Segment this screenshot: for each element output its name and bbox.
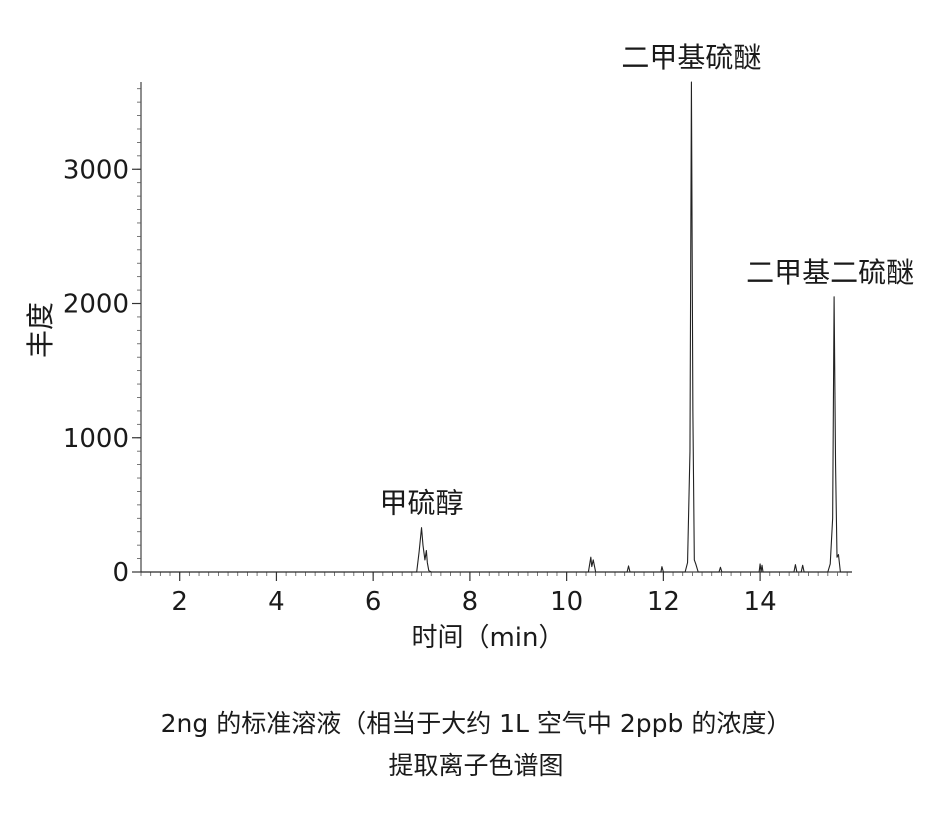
peak-label: 甲硫醇: [380, 487, 464, 520]
peak-label: 二甲基二硫醚: [746, 256, 914, 289]
axes: 2 4 6 8 10 12 14 0 1000 2000 3000: [63, 82, 852, 617]
y-axis-label: 丰度: [24, 302, 57, 358]
x-tick-label: 10: [550, 587, 583, 617]
y-tick-label: 2000: [63, 290, 129, 320]
x-tick-label: 12: [647, 587, 680, 617]
peak-label: 二甲基硫醚: [621, 41, 761, 74]
y-tick-label: 0: [112, 558, 129, 588]
x-ticks: 2 4 6 8 10 12 14: [171, 572, 777, 617]
x-tick-label: 4: [268, 587, 285, 617]
caption-line-2: 提取离子色谱图: [388, 751, 564, 780]
x-tick-label: 8: [462, 587, 479, 617]
x-tick-label: 2: [171, 587, 188, 617]
minor-ticks: [137, 88, 848, 576]
x-axis-label: 时间（min）: [411, 623, 564, 653]
y-tick-label: 3000: [63, 155, 129, 185]
y-ticks: 0 1000 2000 3000: [63, 155, 141, 588]
y-tick-label: 1000: [63, 424, 129, 454]
x-tick-label: 14: [744, 587, 777, 617]
caption-line-1: 2ng 的标准溶液（相当于大约 1L 空气中 2ppb 的浓度）: [160, 709, 792, 738]
x-tick-label: 6: [365, 587, 382, 617]
chromatogram-trace: [141, 81, 852, 573]
